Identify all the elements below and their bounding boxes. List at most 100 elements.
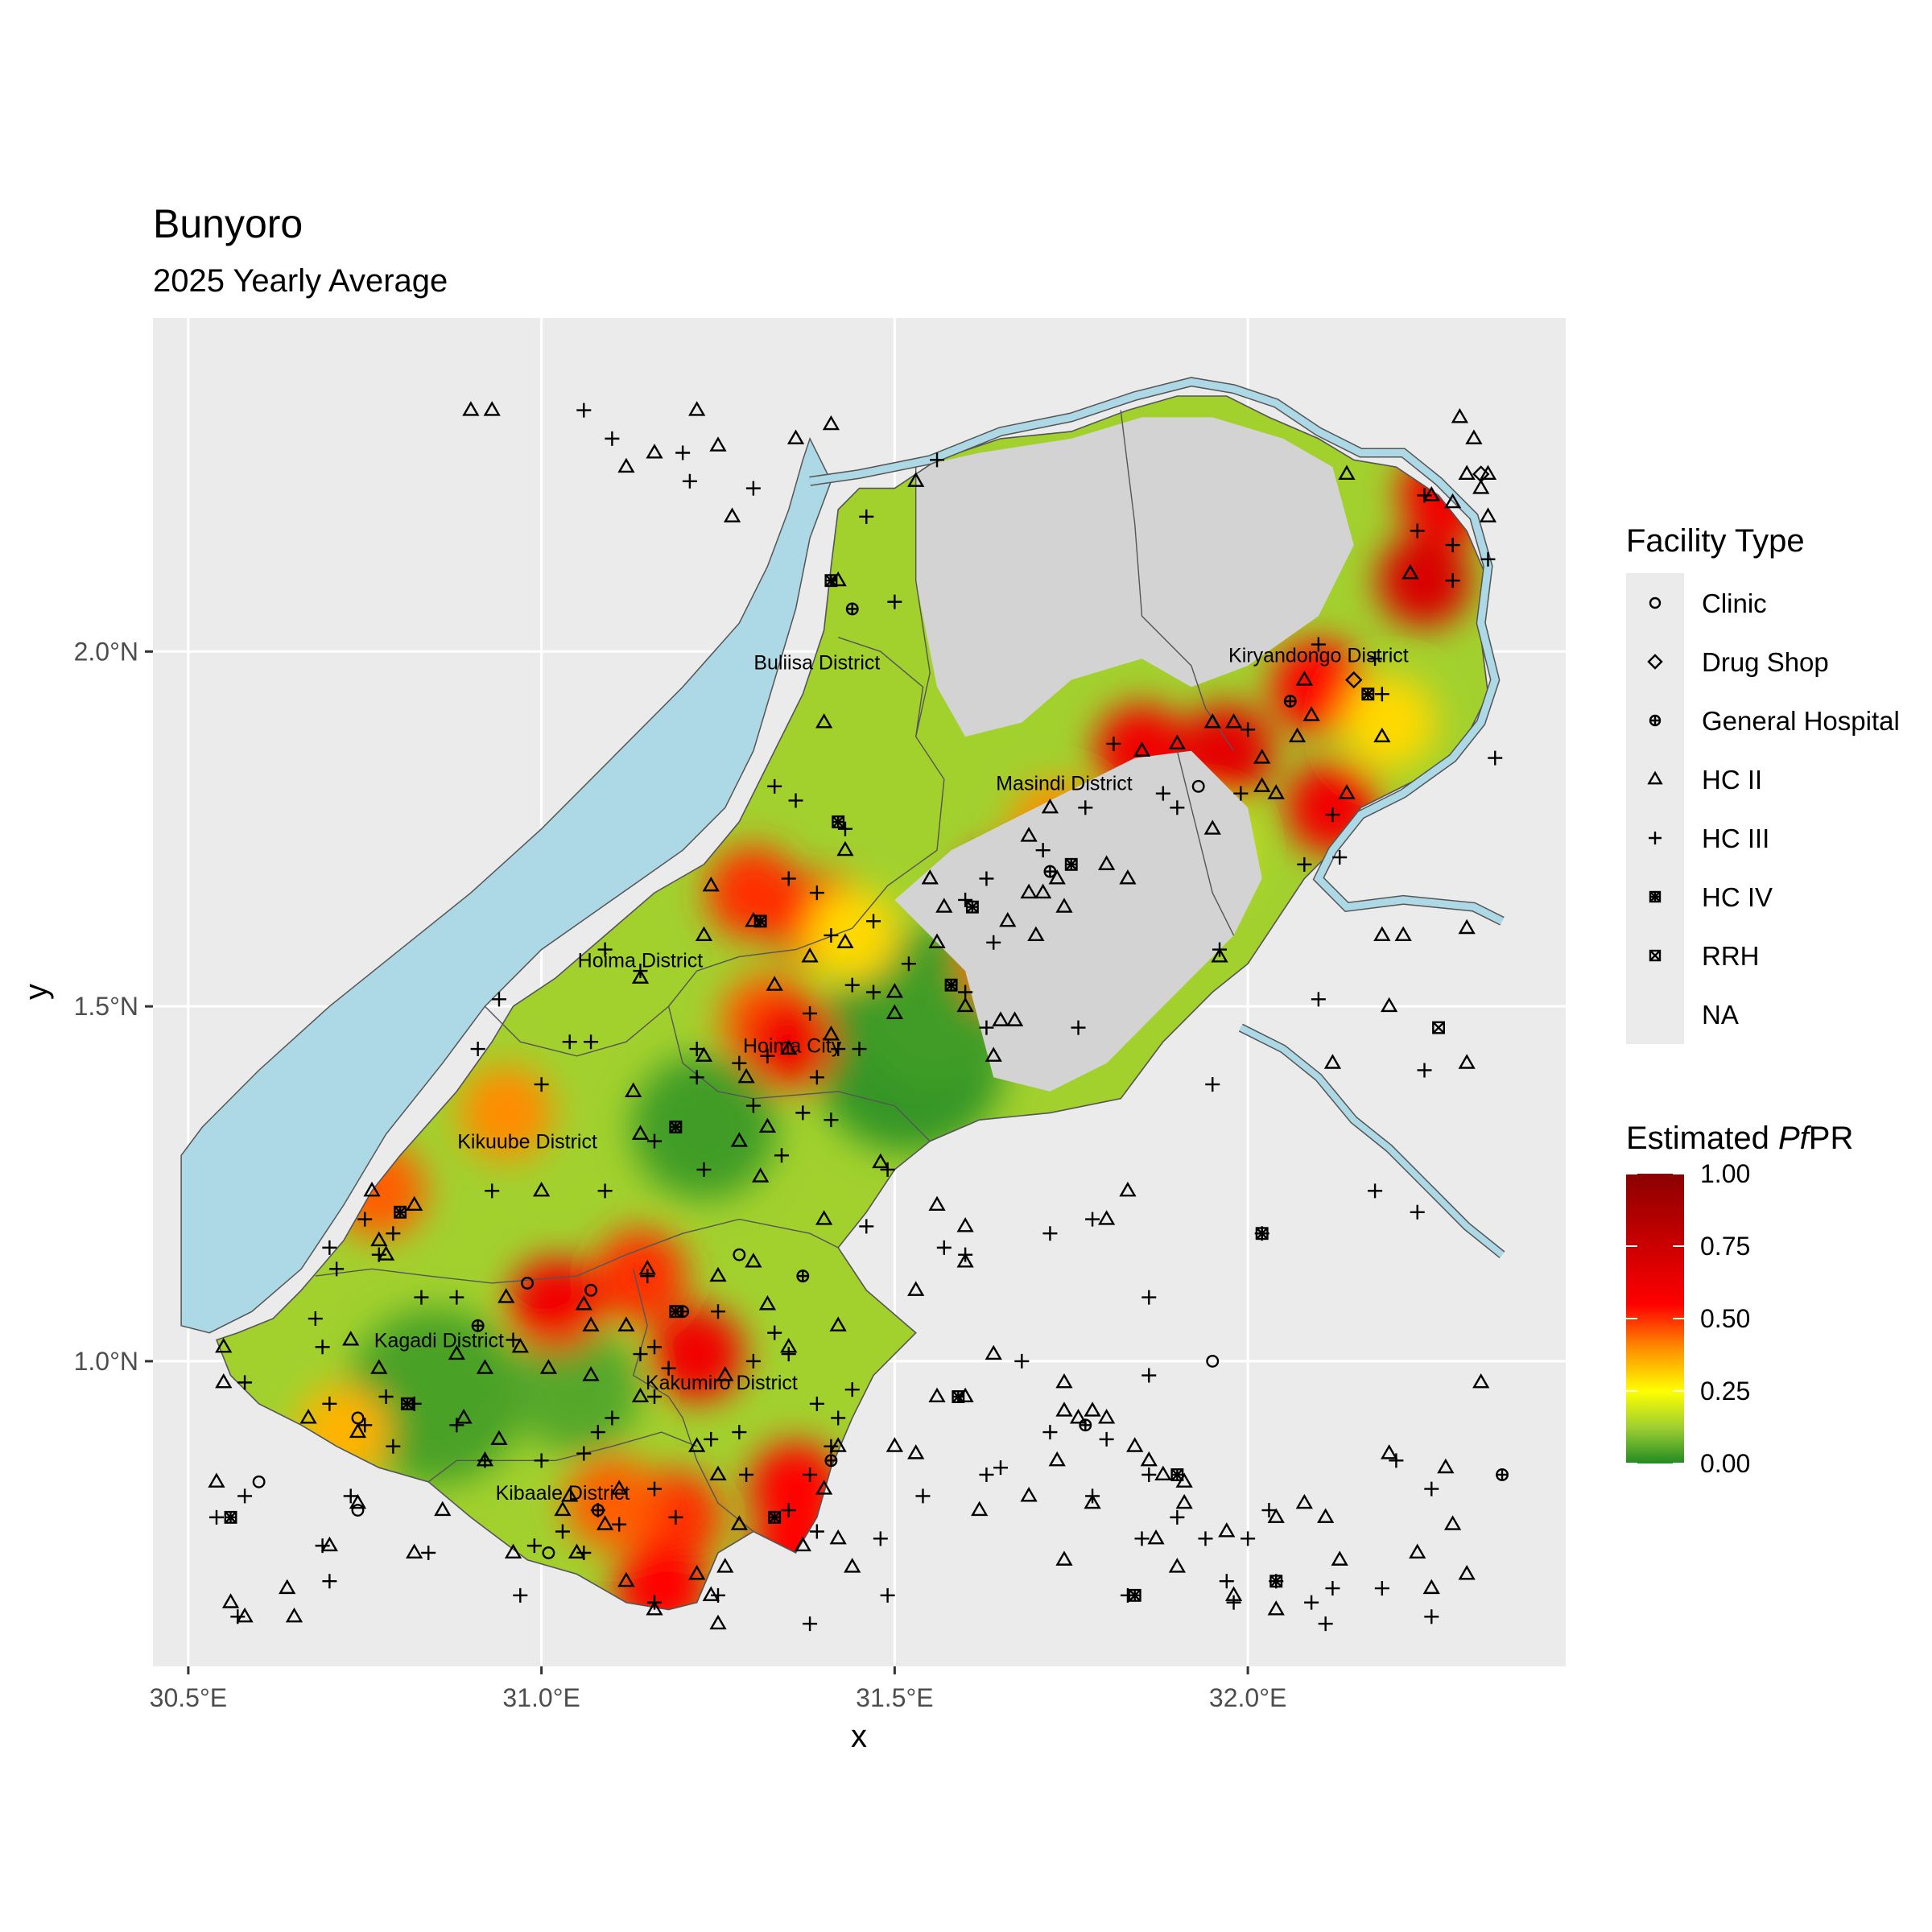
facility-triangle-248 xyxy=(1140,1451,1158,1467)
facility-plus-66 xyxy=(880,1162,895,1177)
facility-triangle-38 xyxy=(631,968,650,984)
facility-triangle-55 xyxy=(752,1167,770,1183)
facility-plus-281 xyxy=(1424,1609,1439,1624)
square-cross-icon xyxy=(1649,890,1662,903)
facility-points xyxy=(208,401,1509,1632)
district-border-3 xyxy=(1176,750,1235,936)
facility-plus-70 xyxy=(470,1042,485,1057)
facility-triangle-165 xyxy=(716,1558,734,1573)
facility-plus-206 xyxy=(237,1488,253,1504)
facility-plus-113 xyxy=(357,1418,373,1433)
facility-triangle-366 xyxy=(1027,926,1045,942)
facility-triangle-24 xyxy=(836,840,854,857)
facility-triangle-252 xyxy=(1175,1472,1193,1488)
district-label-2: Masindi District xyxy=(996,772,1133,795)
facility-plus-48 xyxy=(732,1055,747,1071)
facility-triangle-12 xyxy=(723,507,741,522)
facility-triangle-361 xyxy=(1034,883,1052,899)
facility-plus-191 xyxy=(421,1545,436,1560)
facility-plus-148 xyxy=(831,1410,846,1426)
facility-triangle-81 xyxy=(406,1195,423,1212)
facility-plus-308 xyxy=(1297,857,1312,872)
legend-key-background xyxy=(1626,573,1684,1044)
facility-plus-139 xyxy=(767,1325,782,1340)
facility-plus-10 xyxy=(605,431,620,446)
facility-square-cross-80 xyxy=(394,1205,407,1219)
facility-triangle-225 xyxy=(907,1444,925,1459)
facility-plus-298 xyxy=(1311,992,1326,1007)
facility-plus-82 xyxy=(322,1240,337,1255)
facility-triangle-368 xyxy=(921,869,939,885)
facility-plus-168 xyxy=(711,1587,725,1603)
colorbar-tick-label-4: 0.00 xyxy=(1700,1449,1750,1478)
facility-triangle-29 xyxy=(745,911,762,927)
facility-triangle-364 xyxy=(1055,898,1073,913)
facility-plus-26 xyxy=(837,821,852,836)
facility-plus-265 xyxy=(1261,1503,1277,1518)
facility-triangle-153 xyxy=(829,1437,847,1452)
pfpr-hotspot-22 xyxy=(565,1456,659,1550)
facility-triangle-321 xyxy=(1422,485,1440,502)
y-tick-label-0: 1.0°N xyxy=(74,1347,138,1376)
facility-square-cross-294 xyxy=(1255,1227,1269,1241)
facility-triangle-98 xyxy=(370,1359,388,1374)
square-x-icon xyxy=(1649,949,1662,962)
colorbar-tick-label-0: 1.00 xyxy=(1700,1159,1750,1188)
facility-triangle-377 xyxy=(992,1011,1009,1026)
facility-triangle-79 xyxy=(377,1245,395,1261)
legend-item-2: General Hospital xyxy=(1649,706,1900,736)
facility-triangle-264 xyxy=(1267,1508,1285,1523)
facility-plus-194 xyxy=(343,1488,358,1504)
facility-square-cross-359 xyxy=(1064,857,1078,871)
facility-triangle-21 xyxy=(815,713,833,729)
facility-triangle-75 xyxy=(363,1181,381,1197)
facility-triangle-285 xyxy=(1437,1458,1455,1474)
facility-circle-plus-243 xyxy=(1079,1418,1092,1432)
facility-triangle-143 xyxy=(716,1366,734,1381)
facility-triangle-214 xyxy=(907,1281,925,1296)
facility-plus-63 xyxy=(824,1113,839,1128)
facility-plus-45 xyxy=(852,1042,867,1057)
y-tick-label-1: 1.5°N xyxy=(74,992,138,1021)
facility-triangle-312 xyxy=(1472,479,1490,494)
facility-triangle-230 xyxy=(1020,1487,1038,1502)
facility-triangle-250 xyxy=(1154,1465,1172,1481)
facility-plus-145 xyxy=(661,1360,676,1376)
facility-plus-322 xyxy=(1410,523,1425,539)
facility-triangle-186 xyxy=(554,1501,572,1517)
facility-triangle-175 xyxy=(568,1543,586,1558)
facility-plus-95 xyxy=(315,1340,330,1355)
facility-plus-74 xyxy=(597,1183,613,1199)
facility-triangle-53 xyxy=(730,1132,748,1147)
facility-plus-157 xyxy=(803,1467,818,1482)
facility-triangle-339 xyxy=(1253,749,1271,764)
facility-triangle-105 xyxy=(215,1373,233,1389)
facility-circle-133 xyxy=(733,1248,746,1261)
facility-plus-150 xyxy=(732,1425,747,1440)
facility-triangle-342 xyxy=(1338,784,1356,799)
legend-item-1: Drug Shop xyxy=(1647,647,1829,677)
facility-triangle-318 xyxy=(1479,464,1497,480)
facility-plus-123 xyxy=(605,1410,620,1426)
facility-plus-32 xyxy=(824,927,839,943)
facility-triangle-97 xyxy=(215,1337,233,1353)
facility-diamond-329 xyxy=(1345,671,1363,689)
facility-triangle-319 xyxy=(1479,507,1497,522)
facility-plus-240 xyxy=(1042,1425,1058,1440)
facility-square-x-300 xyxy=(1432,1021,1446,1034)
legend-item-label-2: General Hospital xyxy=(1702,706,1900,736)
facility-triangle-156 xyxy=(709,1465,727,1481)
facility-triangle-354 xyxy=(1119,869,1137,885)
plot-subtitle: 2025 Yearly Average xyxy=(153,263,448,299)
facility-plus-237 xyxy=(1141,1290,1157,1305)
facility-plus-51 xyxy=(745,1098,761,1113)
legend-item-label-6: RRH xyxy=(1702,941,1760,971)
district-label-4: Hoima City xyxy=(743,1034,842,1057)
x-tick-label-3: 32.0°E xyxy=(1209,1683,1286,1712)
facility-square-cross-30 xyxy=(753,914,767,928)
district-border-6 xyxy=(315,1218,839,1284)
pfpr-low-zone-3 xyxy=(512,1325,642,1455)
circle-plus-icon xyxy=(1649,714,1662,727)
facility-plus-104 xyxy=(237,1375,253,1390)
